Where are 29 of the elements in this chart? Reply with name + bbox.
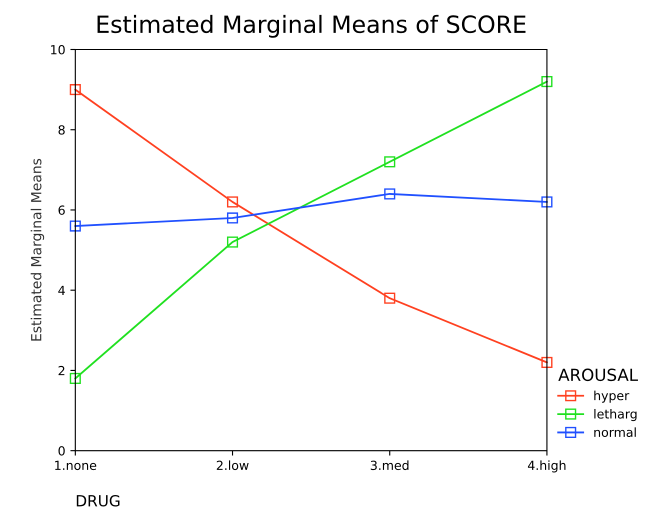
point (384, 292, 396, 304)
y-tick-label: 6 (58, 205, 65, 215)
point (70, 220, 81, 232)
point (384, 188, 396, 200)
point (70, 372, 81, 384)
point (384, 156, 396, 168)
legend-label: normal (594, 427, 636, 437)
y-tick-label: 0 (58, 446, 65, 456)
point (70, 84, 81, 96)
chart-title: Estimated Marginal Means of SCORE (98, 14, 526, 38)
y-tick-label: 4 (58, 286, 65, 295)
y-tick-label: 10 (51, 44, 65, 54)
point (226, 236, 238, 248)
legend-label: hyper (594, 390, 630, 403)
y-axis-title: Estimated Marginal Means (30, 158, 44, 341)
legend-label: letharg (594, 408, 637, 422)
x-tick-label: 1.none (55, 460, 96, 470)
x-tick-label: 3.med (370, 460, 408, 470)
point (541, 76, 552, 88)
y-tick-label: 2 (58, 366, 64, 376)
point (541, 196, 552, 208)
legend-title: AROUSAL (558, 368, 638, 382)
point (226, 196, 238, 208)
point (226, 212, 238, 224)
x-tick-label: 2.low (216, 460, 249, 470)
x-axis-title: DRUG (76, 494, 120, 507)
point (541, 356, 552, 368)
y-tick-label: 8 (58, 125, 65, 135)
x-tick-label: 4.high (528, 460, 566, 472)
